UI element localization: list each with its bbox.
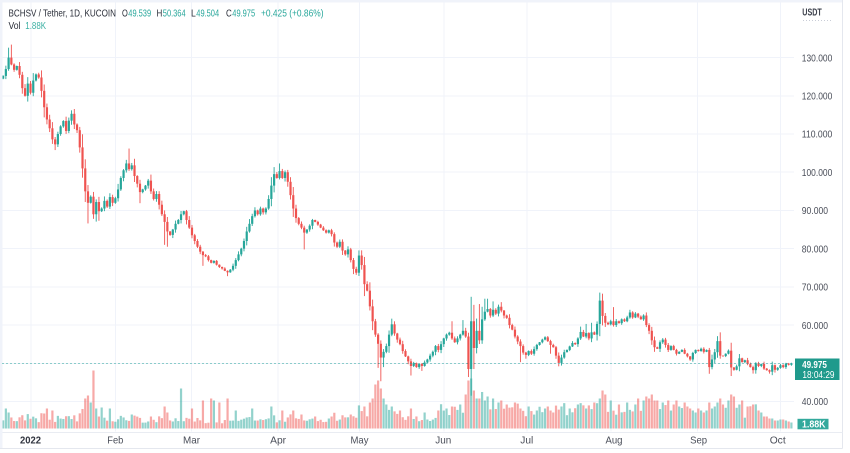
svg-text:1.88K: 1.88K (25, 20, 46, 32)
svg-text:Apr: Apr (270, 434, 286, 446)
svg-text:40.000: 40.000 (802, 396, 828, 408)
svg-text:70.000: 70.000 (802, 282, 828, 294)
svg-text:18:04:29: 18:04:29 (802, 370, 834, 381)
svg-text:C: C (226, 8, 232, 20)
svg-text:Vol: Vol (9, 20, 21, 32)
svg-text:100.000: 100.000 (802, 167, 833, 179)
svg-text:Oct: Oct (770, 434, 786, 446)
svg-text:80.000: 80.000 (802, 243, 828, 255)
svg-text:Aug: Aug (606, 434, 623, 446)
svg-text:90.000: 90.000 (802, 205, 828, 217)
svg-text:49.975: 49.975 (802, 359, 827, 371)
svg-text:+0.425 (+0.86%): +0.425 (+0.86%) (261, 8, 324, 20)
svg-text:Jun: Jun (435, 434, 451, 446)
svg-text:49.975: 49.975 (232, 8, 255, 20)
svg-text:O: O (122, 8, 128, 20)
svg-text:2022: 2022 (20, 434, 41, 446)
svg-text:50.364: 50.364 (163, 8, 186, 20)
svg-text:49.504: 49.504 (196, 8, 219, 20)
svg-text:130.000: 130.000 (802, 52, 833, 64)
svg-text:H: H (157, 8, 163, 20)
svg-text:110.000: 110.000 (802, 129, 833, 141)
svg-text:Sep: Sep (690, 434, 707, 446)
svg-text:60.000: 60.000 (802, 320, 828, 332)
svg-text:USDT: USDT (802, 7, 822, 19)
svg-text:May: May (351, 434, 370, 446)
svg-text:BCHSV / Tether, 1D, KUCOIN: BCHSV / Tether, 1D, KUCOIN (9, 8, 117, 20)
svg-text:1.88K: 1.88K (802, 419, 826, 430)
svg-text:Feb: Feb (107, 434, 123, 446)
svg-text:Mar: Mar (183, 434, 200, 446)
svg-text:Jul: Jul (520, 434, 533, 446)
svg-text:120.000: 120.000 (802, 91, 833, 103)
svg-text:L: L (191, 8, 196, 20)
svg-text:49.539: 49.539 (128, 8, 151, 20)
